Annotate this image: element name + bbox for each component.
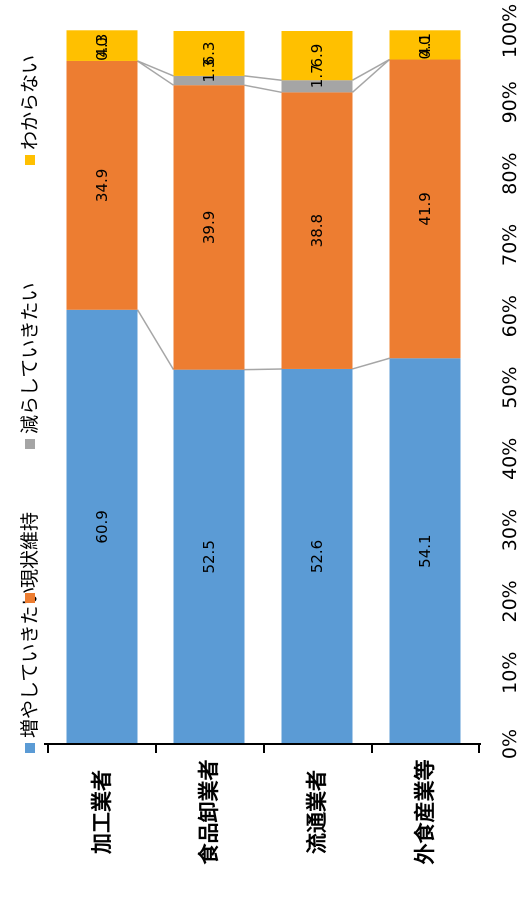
- bar-segment: [389, 59, 461, 359]
- value-tick-label: 80%: [499, 152, 521, 194]
- bar-segment: [173, 75, 245, 86]
- bar-segment: [389, 358, 461, 744]
- data-label: 0.0: [416, 36, 434, 60]
- category-label: 外食産業等: [413, 760, 437, 865]
- value-tick-label: 100%: [499, 4, 521, 58]
- bar-segment: [281, 92, 353, 369]
- data-label: 1.3: [200, 59, 218, 83]
- bars: [66, 30, 461, 744]
- data-label: 34.9: [93, 169, 111, 202]
- value-tick-label: 10%: [499, 652, 521, 694]
- data-label: 52.6: [308, 540, 326, 573]
- legend-label: 減らしていきたい: [19, 283, 41, 434]
- bar-segment: [281, 31, 353, 81]
- category-label: 加工業者: [90, 770, 114, 855]
- data-label: 54.1: [416, 534, 434, 567]
- data-label: 41.9: [416, 192, 434, 225]
- data-label: 6.9: [308, 44, 326, 68]
- series-line: [137, 60, 174, 77]
- category-label: 食品卸業者: [197, 760, 221, 865]
- series-line: [136, 309, 175, 371]
- data-label: 38.8: [308, 214, 326, 247]
- bar-segment: [66, 60, 138, 310]
- bar-segment: [281, 368, 353, 744]
- series-line: [352, 58, 390, 93]
- value-tick-label: 0%: [499, 729, 521, 759]
- bar-segment: [389, 30, 461, 60]
- category-label: 流通業者: [305, 770, 329, 854]
- series-line: [137, 60, 174, 86]
- legend-label: わからない: [19, 55, 41, 150]
- bar-segment: [173, 31, 245, 76]
- value-tick-label: 50%: [499, 366, 521, 408]
- value-tick-label: 90%: [499, 81, 521, 123]
- value-tick-label: 20%: [499, 580, 521, 622]
- data-label: 39.9: [200, 211, 218, 244]
- data-label: 1.7: [308, 64, 326, 88]
- legend-swatch: [25, 439, 35, 449]
- legend-swatch: [25, 743, 35, 753]
- series-line: [352, 58, 390, 81]
- value-tick-label: 70%: [499, 224, 521, 266]
- series-line: [244, 75, 282, 81]
- axes: 加工業者 食品卸業者 流通業者 外食産業等 0% 10% 20% 30% 40% 50% 60% 70…: [44, 4, 521, 865]
- legend-label: 増やしていきたい: [19, 587, 41, 738]
- value-tick-label: 40%: [499, 438, 521, 480]
- legend-swatch: [25, 593, 35, 603]
- series-lines: [136, 58, 390, 371]
- bar-segment: [281, 80, 353, 93]
- legend-swatch: [25, 155, 35, 165]
- data-label: 4.3: [93, 34, 111, 58]
- data-label: 52.5: [200, 540, 218, 573]
- data-label: 0.0: [93, 37, 111, 61]
- data-label: 4.1: [416, 33, 434, 57]
- bar-segment: [173, 369, 245, 744]
- value-tick-label: 60%: [499, 295, 521, 337]
- data-label: 60.9: [93, 510, 111, 543]
- legend-label: 現状維持: [19, 512, 41, 588]
- bar-segment: [66, 30, 138, 61]
- series-line: [244, 84, 282, 94]
- bar-segment: [66, 309, 138, 744]
- value-tick-label: 30%: [499, 509, 521, 551]
- data-label: 6.3: [200, 42, 218, 66]
- series-line: [352, 357, 390, 370]
- data-labels: 60.934.90.04.352.539.91.36.352.638.81.76…: [93, 33, 434, 574]
- bar-segment: [173, 85, 245, 370]
- series-line: [244, 368, 282, 371]
